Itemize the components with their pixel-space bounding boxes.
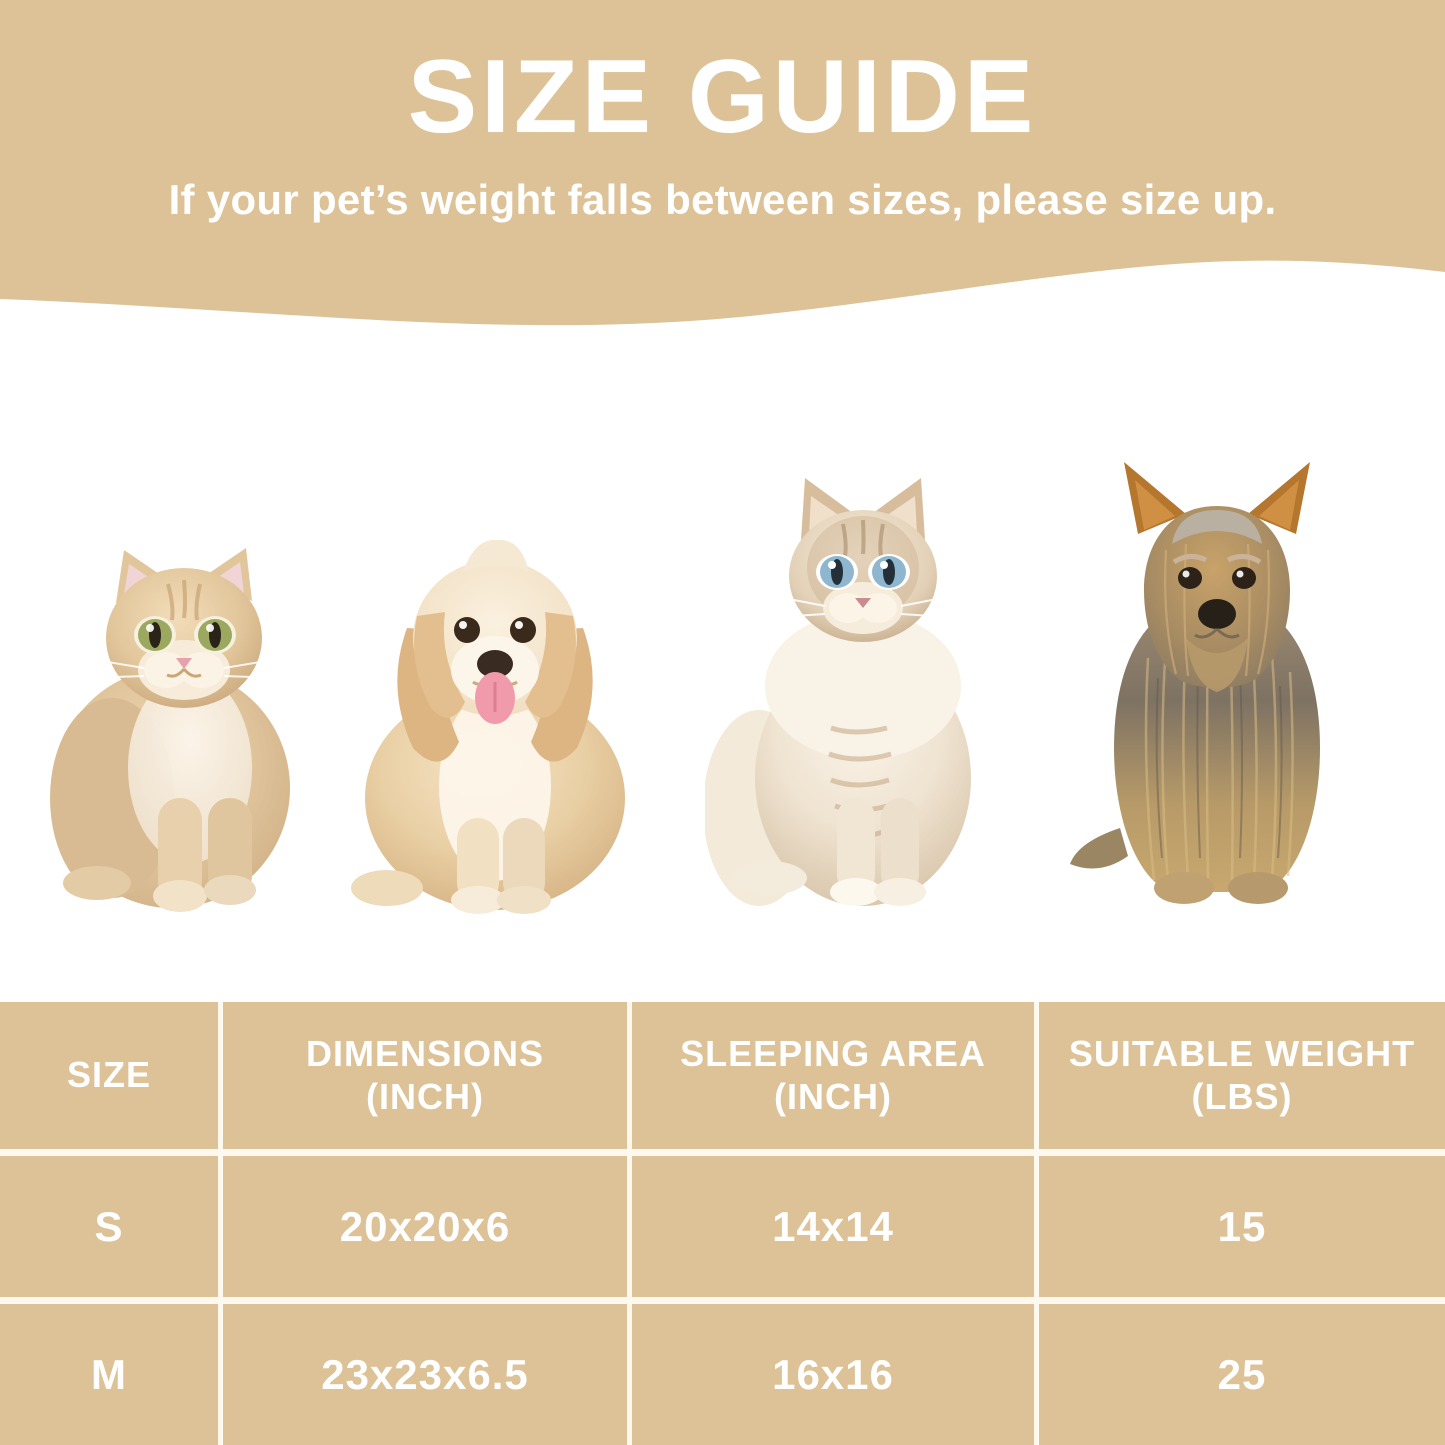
page-title: SIZE GUIDE	[407, 39, 1038, 155]
cell-suitable-weight: 15	[1039, 1156, 1445, 1297]
cell-sleeping-area: 14x14	[632, 1156, 1034, 1297]
cell-dimensions: 23x23x6.5	[223, 1304, 627, 1445]
column-header-size: SIZE	[0, 1002, 218, 1149]
column-divider	[627, 1002, 632, 1149]
cell-size: S	[0, 1156, 218, 1297]
banner-text-block: SIZE GUIDE If your pet’s weight falls be…	[0, 0, 1445, 300]
column-divider	[1034, 1002, 1039, 1149]
column-header-dimensions: DIMENSIONS (INCH)	[223, 1002, 627, 1149]
column-divider	[218, 1304, 223, 1445]
cell-suitable-weight: 25	[1039, 1304, 1445, 1445]
banner-wave-shape	[0, 0, 1445, 326]
cell-sleeping-area: 16x16	[632, 1304, 1034, 1445]
cell-size: M	[0, 1304, 218, 1445]
size-table: SIZE DIMENSIONS (INCH) SLEEPING AREA (IN…	[0, 1002, 1445, 1445]
column-divider	[1034, 1156, 1039, 1297]
pet-image-golden-british-shorthair-cat	[40, 498, 315, 918]
column-header-sleeping-area: SLEEPING AREA (INCH)	[632, 1002, 1034, 1149]
column-divider	[218, 1002, 223, 1149]
cell-dimensions: 20x20x6	[223, 1156, 627, 1297]
table-row: S 20x20x6 14x14 15	[0, 1156, 1445, 1297]
header-banner: SIZE GUIDE If your pet’s weight falls be…	[0, 0, 1445, 340]
pet-image-yorkshire-terrier	[1062, 448, 1372, 918]
column-divider	[1034, 1304, 1039, 1445]
pets-row	[0, 340, 1445, 1000]
pet-image-havanese-puppy	[345, 498, 645, 918]
column-divider	[627, 1304, 632, 1445]
column-header-suitable-weight: SUITABLE WEIGHT (LBS)	[1039, 1002, 1445, 1149]
column-divider	[627, 1156, 632, 1297]
row-divider	[0, 1297, 1445, 1304]
table-row: M 23x23x6.5 16x16 25	[0, 1304, 1445, 1445]
pet-image-birman-ragdoll-cat	[705, 448, 1005, 918]
row-divider	[0, 1149, 1445, 1156]
table-header-row: SIZE DIMENSIONS (INCH) SLEEPING AREA (IN…	[0, 1002, 1445, 1149]
page-subtitle: If your pet’s weight falls between sizes…	[168, 176, 1277, 223]
column-divider	[218, 1156, 223, 1297]
